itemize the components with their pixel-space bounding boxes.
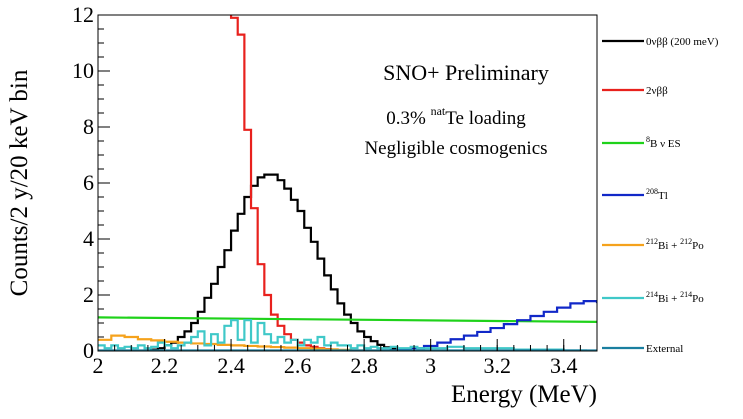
annotation-cosmogenics: Negligible cosmogenics xyxy=(364,138,547,159)
y-tick-label: 12 xyxy=(72,2,94,27)
legend-label: External xyxy=(646,343,683,355)
y-tick-label: 2 xyxy=(83,282,94,307)
legend-label: 2νββ xyxy=(646,85,668,97)
y-tick-label: 10 xyxy=(72,58,94,83)
y-axis-label: Counts/2 y/20 keV bin xyxy=(6,69,33,296)
annotation-te-loading: 0.3% natTe loading xyxy=(386,104,526,129)
legend: 0νββ (200 meV) 2νββ 8B ν ES 208Tl 212Bi + 21… xyxy=(602,36,719,355)
legend-label: 0νββ (200 meV) xyxy=(646,36,719,48)
series-line-2 xyxy=(229,15,371,351)
y-tick-label: 6 xyxy=(83,170,94,195)
x-tick-label: 2.4 xyxy=(217,353,245,378)
plot-series-group xyxy=(98,15,597,351)
legend-label: 8B ν ES xyxy=(646,135,681,150)
legend-label: 212Bi + 212Po xyxy=(646,237,704,252)
annotation-te-loading-sup: nat xyxy=(431,104,446,118)
legend-item-0-200-mev: 0νββ (200 meV) xyxy=(602,36,719,48)
x-axis-label: Energy (MeV) xyxy=(451,381,597,408)
x-tick-label: 2.2 xyxy=(151,353,179,378)
series-line-0-200-mev xyxy=(98,173,597,351)
legend-label: 214Bi + 214Po xyxy=(646,290,704,305)
y-tick-label: 8 xyxy=(83,114,94,139)
legend-item-214bi-214po: 214Bi + 214Po xyxy=(602,290,704,305)
legend-item-208tl: 208Tl xyxy=(602,187,668,202)
legend-item-8b-es: 8B ν ES xyxy=(602,135,681,150)
legend-item-212bi-212po: 212Bi + 212Po xyxy=(602,237,704,252)
x-tick-label: 2.6 xyxy=(284,353,312,378)
x-tick-label: 3 xyxy=(425,353,436,378)
legend-label: 208Tl xyxy=(646,187,668,202)
x-tick-label: 3.4 xyxy=(550,353,578,378)
annotation-te-loading-suffix: Te loading xyxy=(445,108,526,129)
x-tick-label: 2 xyxy=(93,353,104,378)
series-line-8b-es xyxy=(98,316,597,323)
legend-item-external: External xyxy=(602,343,683,355)
y-tick-label: 0 xyxy=(83,338,94,363)
annotation-sno-preliminary: SNO+ Preliminary xyxy=(383,60,549,85)
x-tick-label: 3.2 xyxy=(483,353,511,378)
annotation-te-loading-prefix: 0.3% xyxy=(386,108,430,129)
series-line-208tl xyxy=(98,300,597,351)
x-tick-label: 2.8 xyxy=(350,353,378,378)
series-line-214bi-214po xyxy=(98,319,588,351)
legend-item-2: 2νββ xyxy=(602,85,668,97)
y-tick-label: 4 xyxy=(83,226,94,251)
